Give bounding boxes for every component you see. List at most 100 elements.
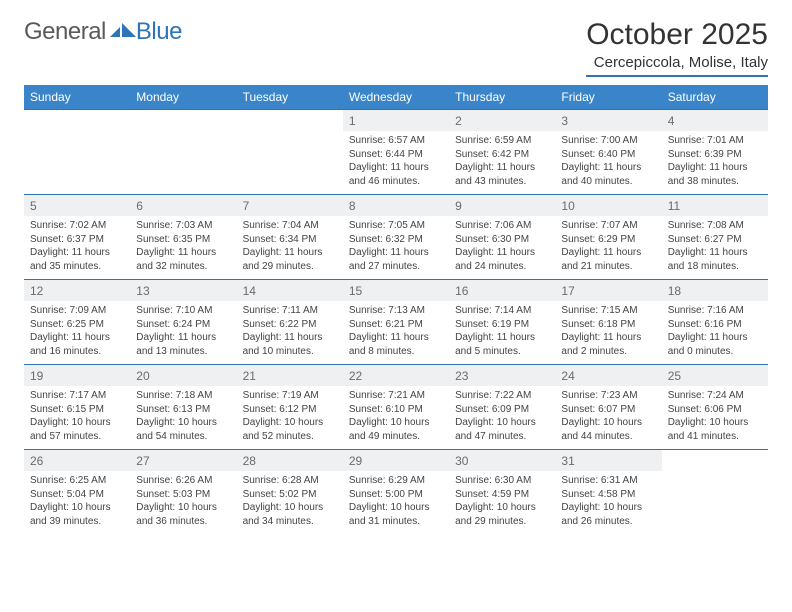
calendar-day: 28Sunrise: 6:28 AMSunset: 5:02 PMDayligh… — [237, 450, 343, 535]
day-details: Sunrise: 7:22 AMSunset: 6:09 PMDaylight:… — [449, 386, 555, 449]
calendar-day: 5Sunrise: 7:02 AMSunset: 6:37 PMDaylight… — [24, 195, 130, 280]
calendar-day: 3Sunrise: 7:00 AMSunset: 6:40 PMDaylight… — [555, 110, 661, 195]
calendar-week: 26Sunrise: 6:25 AMSunset: 5:04 PMDayligh… — [24, 450, 768, 535]
day-number: 29 — [343, 450, 449, 471]
weekday-header: Sunday — [24, 85, 130, 110]
calendar-week: 19Sunrise: 7:17 AMSunset: 6:15 PMDayligh… — [24, 365, 768, 450]
day-number: 4 — [662, 110, 768, 131]
day-details: Sunrise: 7:18 AMSunset: 6:13 PMDaylight:… — [130, 386, 236, 449]
calendar-day: 21Sunrise: 7:19 AMSunset: 6:12 PMDayligh… — [237, 365, 343, 450]
day-details: Sunrise: 7:09 AMSunset: 6:25 PMDaylight:… — [24, 301, 130, 364]
day-number: 19 — [24, 365, 130, 386]
title-block: October 2025 Cercepiccola, Molise, Italy — [586, 18, 768, 77]
day-number: 1 — [343, 110, 449, 131]
day-details: Sunrise: 6:59 AMSunset: 6:42 PMDaylight:… — [449, 131, 555, 194]
calendar-day: 23Sunrise: 7:22 AMSunset: 6:09 PMDayligh… — [449, 365, 555, 450]
day-details: Sunrise: 6:31 AMSunset: 4:58 PMDaylight:… — [555, 471, 661, 534]
weekday-header: Tuesday — [237, 85, 343, 110]
day-number: 14 — [237, 280, 343, 301]
day-details: Sunrise: 7:23 AMSunset: 6:07 PMDaylight:… — [555, 386, 661, 449]
calendar-day: 1Sunrise: 6:57 AMSunset: 6:44 PMDaylight… — [343, 110, 449, 195]
calendar-day: 29Sunrise: 6:29 AMSunset: 5:00 PMDayligh… — [343, 450, 449, 535]
calendar-day: 19Sunrise: 7:17 AMSunset: 6:15 PMDayligh… — [24, 365, 130, 450]
day-details: Sunrise: 7:02 AMSunset: 6:37 PMDaylight:… — [24, 216, 130, 279]
calendar-day: 11Sunrise: 7:08 AMSunset: 6:27 PMDayligh… — [662, 195, 768, 280]
day-number: 27 — [130, 450, 236, 471]
day-details: Sunrise: 6:30 AMSunset: 4:59 PMDaylight:… — [449, 471, 555, 534]
calendar-day: 22Sunrise: 7:21 AMSunset: 6:10 PMDayligh… — [343, 365, 449, 450]
day-details: Sunrise: 7:24 AMSunset: 6:06 PMDaylight:… — [662, 386, 768, 449]
day-details: Sunrise: 7:01 AMSunset: 6:39 PMDaylight:… — [662, 131, 768, 194]
page-title: October 2025 — [586, 18, 768, 52]
day-number: 26 — [24, 450, 130, 471]
calendar-week: 5Sunrise: 7:02 AMSunset: 6:37 PMDaylight… — [24, 195, 768, 280]
calendar-day: 17Sunrise: 7:15 AMSunset: 6:18 PMDayligh… — [555, 280, 661, 365]
calendar-day: 27Sunrise: 6:26 AMSunset: 5:03 PMDayligh… — [130, 450, 236, 535]
logo-text-1: General — [24, 18, 106, 46]
day-number: 18 — [662, 280, 768, 301]
day-number: 8 — [343, 195, 449, 216]
day-number: 2 — [449, 110, 555, 131]
weekday-header: Thursday — [449, 85, 555, 110]
calendar-day — [662, 450, 768, 535]
day-number: 10 — [555, 195, 661, 216]
day-details: Sunrise: 6:28 AMSunset: 5:02 PMDaylight:… — [237, 471, 343, 534]
day-details: Sunrise: 7:10 AMSunset: 6:24 PMDaylight:… — [130, 301, 236, 364]
day-details: Sunrise: 7:08 AMSunset: 6:27 PMDaylight:… — [662, 216, 768, 279]
calendar-day: 31Sunrise: 6:31 AMSunset: 4:58 PMDayligh… — [555, 450, 661, 535]
day-number: 31 — [555, 450, 661, 471]
calendar-body: 1Sunrise: 6:57 AMSunset: 6:44 PMDaylight… — [24, 110, 768, 535]
day-details: Sunrise: 6:57 AMSunset: 6:44 PMDaylight:… — [343, 131, 449, 194]
calendar-day: 15Sunrise: 7:13 AMSunset: 6:21 PMDayligh… — [343, 280, 449, 365]
day-details: Sunrise: 7:05 AMSunset: 6:32 PMDaylight:… — [343, 216, 449, 279]
day-details: Sunrise: 7:03 AMSunset: 6:35 PMDaylight:… — [130, 216, 236, 279]
day-details: Sunrise: 7:11 AMSunset: 6:22 PMDaylight:… — [237, 301, 343, 364]
day-details: Sunrise: 7:00 AMSunset: 6:40 PMDaylight:… — [555, 131, 661, 194]
day-number: 5 — [24, 195, 130, 216]
calendar-day: 30Sunrise: 6:30 AMSunset: 4:59 PMDayligh… — [449, 450, 555, 535]
day-number: 20 — [130, 365, 236, 386]
day-number: 23 — [449, 365, 555, 386]
calendar-day: 25Sunrise: 7:24 AMSunset: 6:06 PMDayligh… — [662, 365, 768, 450]
logo-icon — [110, 18, 136, 46]
day-number: 25 — [662, 365, 768, 386]
day-details: Sunrise: 7:07 AMSunset: 6:29 PMDaylight:… — [555, 216, 661, 279]
weekday-header: Friday — [555, 85, 661, 110]
day-number: 24 — [555, 365, 661, 386]
calendar-week: 12Sunrise: 7:09 AMSunset: 6:25 PMDayligh… — [24, 280, 768, 365]
calendar-day: 18Sunrise: 7:16 AMSunset: 6:16 PMDayligh… — [662, 280, 768, 365]
day-number: 28 — [237, 450, 343, 471]
calendar-day: 20Sunrise: 7:18 AMSunset: 6:13 PMDayligh… — [130, 365, 236, 450]
day-number: 9 — [449, 195, 555, 216]
calendar-day: 24Sunrise: 7:23 AMSunset: 6:07 PMDayligh… — [555, 365, 661, 450]
day-number: 7 — [237, 195, 343, 216]
day-details: Sunrise: 6:25 AMSunset: 5:04 PMDaylight:… — [24, 471, 130, 534]
day-number: 15 — [343, 280, 449, 301]
day-number: 3 — [555, 110, 661, 131]
day-details: Sunrise: 6:26 AMSunset: 5:03 PMDaylight:… — [130, 471, 236, 534]
weekday-header-row: SundayMondayTuesdayWednesdayThursdayFrid… — [24, 85, 768, 110]
day-details: Sunrise: 7:16 AMSunset: 6:16 PMDaylight:… — [662, 301, 768, 364]
day-details: Sunrise: 7:17 AMSunset: 6:15 PMDaylight:… — [24, 386, 130, 449]
logo-text-2: Blue — [136, 18, 182, 46]
calendar-day — [130, 110, 236, 195]
day-details: Sunrise: 6:29 AMSunset: 5:00 PMDaylight:… — [343, 471, 449, 534]
calendar-day — [237, 110, 343, 195]
header: General Blue October 2025 Cercepiccola, … — [24, 18, 768, 77]
calendar-day: 6Sunrise: 7:03 AMSunset: 6:35 PMDaylight… — [130, 195, 236, 280]
calendar-table: SundayMondayTuesdayWednesdayThursdayFrid… — [24, 85, 768, 534]
calendar-day: 8Sunrise: 7:05 AMSunset: 6:32 PMDaylight… — [343, 195, 449, 280]
day-details: Sunrise: 7:19 AMSunset: 6:12 PMDaylight:… — [237, 386, 343, 449]
calendar-day: 16Sunrise: 7:14 AMSunset: 6:19 PMDayligh… — [449, 280, 555, 365]
calendar-day: 2Sunrise: 6:59 AMSunset: 6:42 PMDaylight… — [449, 110, 555, 195]
day-number: 22 — [343, 365, 449, 386]
calendar-day: 12Sunrise: 7:09 AMSunset: 6:25 PMDayligh… — [24, 280, 130, 365]
calendar-day: 13Sunrise: 7:10 AMSunset: 6:24 PMDayligh… — [130, 280, 236, 365]
calendar-day: 4Sunrise: 7:01 AMSunset: 6:39 PMDaylight… — [662, 110, 768, 195]
day-number: 11 — [662, 195, 768, 216]
day-details: Sunrise: 7:14 AMSunset: 6:19 PMDaylight:… — [449, 301, 555, 364]
day-number: 21 — [237, 365, 343, 386]
day-number: 17 — [555, 280, 661, 301]
day-details: Sunrise: 7:21 AMSunset: 6:10 PMDaylight:… — [343, 386, 449, 449]
logo: General Blue — [24, 18, 182, 46]
